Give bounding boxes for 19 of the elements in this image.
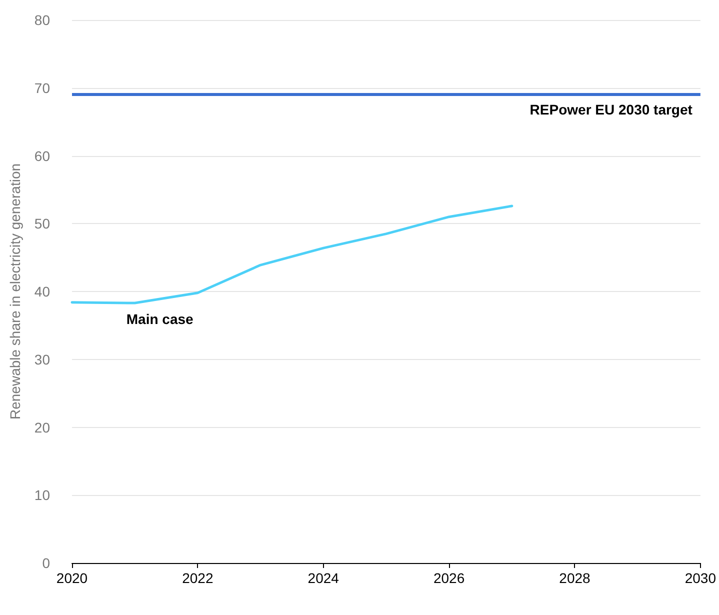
x-tick-label: 2028 <box>559 570 591 586</box>
x-tick-label: 2022 <box>182 570 214 586</box>
line-series <box>70 204 514 304</box>
x-tick-label: 2024 <box>308 570 340 586</box>
y-tick-label: 70 <box>34 80 50 96</box>
x-tick-label: 2030 <box>684 570 716 586</box>
y-axis-title: Renewable share in electricity generation <box>7 163 23 420</box>
y-tick-label: 30 <box>34 351 50 368</box>
y-tick-label: 0 <box>42 555 50 571</box>
series-label: Main case <box>126 311 194 328</box>
x-tick-label: 2026 <box>433 570 465 586</box>
ref-line-label: REPower EU 2030 target <box>530 102 693 118</box>
y-tick-label: 60 <box>34 148 50 164</box>
y-tick-label: 20 <box>34 419 50 436</box>
y-tick-label: 10 <box>34 487 50 504</box>
y-tick-label: 50 <box>34 216 50 232</box>
x-tick-label: 2020 <box>56 570 88 586</box>
y-tick-label: 40 <box>34 284 50 300</box>
y-tick-label: 80 <box>34 12 50 28</box>
